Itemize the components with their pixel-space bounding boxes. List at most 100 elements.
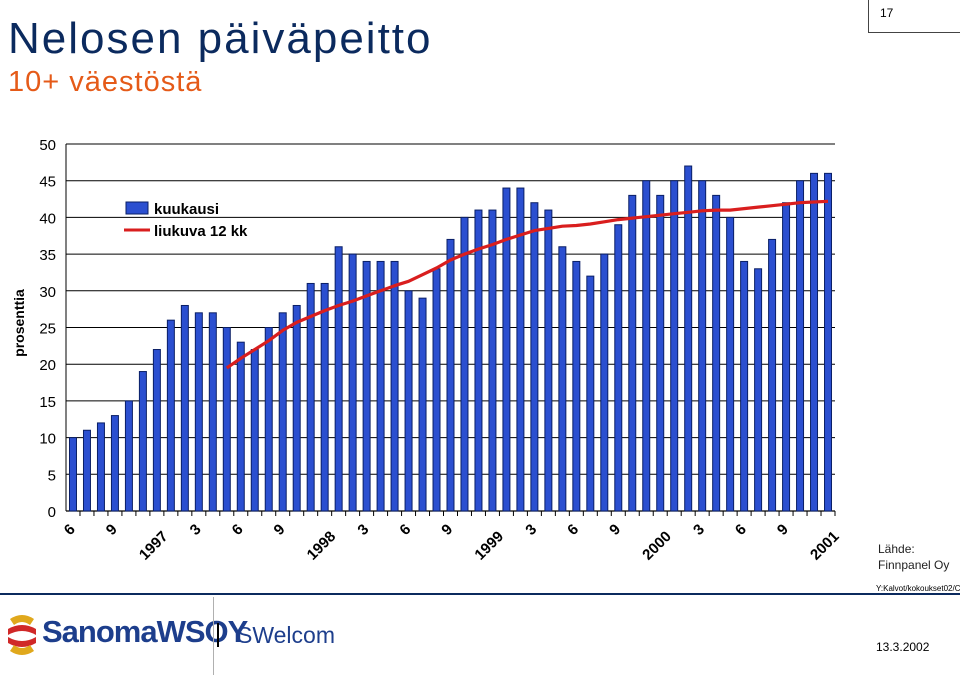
x-tick-label: 2000: [639, 528, 675, 564]
bar: [348, 253, 357, 512]
x-tick-label: 1999: [471, 528, 507, 564]
y-tick-label: 50: [39, 137, 56, 154]
y-tick-label: 5: [48, 467, 56, 484]
x-tick-label: 9: [103, 521, 121, 539]
x-tick-label: 9: [774, 521, 792, 539]
bar: [250, 349, 259, 512]
corner-divider-horizontal: [868, 32, 960, 33]
source-name: Finnpanel Oy: [878, 558, 950, 572]
bar: [740, 260, 749, 512]
bar: [292, 304, 301, 512]
bar: [446, 238, 455, 512]
bar: [614, 224, 623, 512]
x-tick-label: 1997: [136, 528, 172, 564]
x-tick-label: 2001: [807, 528, 843, 564]
bar: [124, 400, 133, 512]
legend-label: liukuva 12 kk: [154, 223, 248, 240]
bar: [586, 275, 595, 512]
moving-average-line: [225, 199, 829, 370]
bar: [138, 371, 147, 512]
bar: [334, 246, 343, 512]
bar: [390, 260, 399, 512]
page-number: 17: [880, 6, 894, 20]
bar: [152, 349, 161, 512]
bar: [236, 341, 245, 512]
brand-separator: [217, 623, 219, 647]
bar: [432, 268, 441, 512]
y-tick-label: 15: [39, 394, 56, 411]
x-tick-label: 3: [522, 521, 540, 539]
footer-divider: [213, 597, 214, 675]
bar: [488, 209, 497, 512]
source-label: Lähde:: [878, 542, 915, 556]
y-tick-label: 25: [39, 321, 56, 338]
bar: [96, 422, 105, 512]
bar: [208, 312, 217, 512]
legend-label: kuukausi: [154, 201, 219, 218]
bar: [110, 415, 119, 512]
bar: [516, 187, 525, 512]
x-tick-label: 9: [271, 521, 289, 539]
x-tick-label: 3: [690, 521, 708, 539]
y-tick-label: 20: [39, 357, 56, 374]
x-tick-label: 9: [438, 521, 456, 539]
bar: [418, 297, 427, 512]
footer-date: 13.3.2002: [876, 640, 930, 654]
corner-divider: [868, 0, 869, 32]
bar: [768, 238, 777, 512]
bar: [530, 202, 539, 512]
bar: [656, 194, 665, 512]
bar: [572, 260, 581, 512]
bar: [796, 180, 805, 512]
y-tick-label: 0: [48, 504, 56, 521]
x-tick-label: 3: [354, 521, 372, 539]
bar: [824, 172, 833, 512]
bar: [502, 187, 511, 512]
bar: [166, 319, 175, 512]
x-tick-label: 6: [564, 521, 582, 539]
bar: [684, 165, 693, 512]
bar: [82, 429, 91, 512]
bar: [670, 180, 679, 512]
bar: [810, 172, 819, 512]
bar: [628, 194, 637, 512]
bar: [754, 268, 763, 512]
bar-chart: 0 5 10 15 20 25 30 35 40 45 50 6 9 1997 3 6 9 1998 3 6 9 1999…: [39, 137, 843, 564]
bar: [600, 253, 609, 512]
bar: [558, 246, 567, 512]
bar: [278, 312, 287, 512]
bar: [306, 282, 315, 512]
bar: [194, 312, 203, 512]
x-tick-label: 1998: [304, 528, 340, 564]
bar: [68, 437, 77, 512]
legend-swatch-bar: [125, 201, 149, 215]
y-tick-label: 30: [39, 284, 56, 301]
bar: [180, 304, 189, 512]
bar: [642, 180, 651, 512]
y-tick-label: 45: [39, 174, 56, 191]
x-tick-label: 6: [396, 521, 414, 539]
bar: [362, 260, 371, 512]
x-tick-label: 9: [606, 521, 624, 539]
bar: [726, 216, 735, 512]
bar: [404, 290, 413, 512]
y-tick-label: 35: [39, 247, 56, 264]
bar: [376, 260, 385, 512]
x-tick-label: 6: [229, 521, 247, 539]
bar: [782, 202, 791, 512]
sanomawsoy-logo-icon: [8, 615, 36, 655]
page-title: Nelosen päiväpeitto: [8, 14, 433, 63]
x-tick-label: 6: [61, 521, 79, 539]
y-tick-label: 40: [39, 210, 56, 227]
bar: [460, 216, 469, 512]
bar: [474, 209, 483, 512]
x-tick-label: 6: [732, 521, 750, 539]
bar: [222, 327, 231, 512]
legend: kuukausi liukuva 12 kk: [124, 201, 248, 240]
bar: [264, 327, 273, 512]
x-tick-label: 3: [187, 521, 205, 539]
footer-rule: [0, 593, 960, 595]
bar: [698, 180, 707, 512]
bar: [712, 194, 721, 512]
business-unit-name: SWelcom: [237, 622, 335, 648]
